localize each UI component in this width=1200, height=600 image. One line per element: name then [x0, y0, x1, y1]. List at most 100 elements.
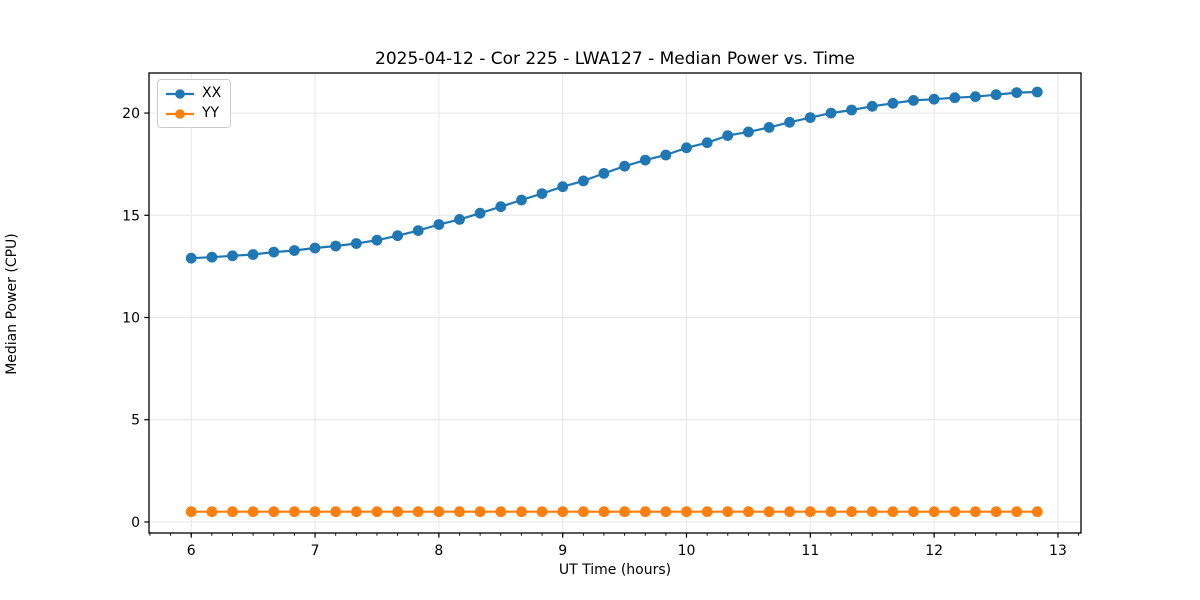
series-marker-xx	[970, 91, 981, 103]
legend-item-yy: YY	[165, 104, 221, 123]
series-marker-xx	[990, 89, 1002, 101]
legend-item-xx: XX	[165, 84, 221, 103]
series-marker-xx	[309, 242, 321, 254]
series-marker-yy	[846, 506, 857, 518]
series-marker-yy	[495, 506, 507, 518]
series-marker-xx	[289, 245, 300, 256]
y-tick-label: 20	[122, 106, 140, 122]
series-marker-yy	[330, 506, 342, 518]
series-marker-yy	[804, 506, 816, 518]
y-tick-label: 15	[122, 208, 140, 224]
series-marker-yy	[309, 506, 321, 518]
series-marker-yy	[578, 506, 589, 518]
series-marker-xx	[433, 219, 445, 230]
series-marker-xx	[763, 122, 775, 133]
x-tick-label: 12	[925, 543, 943, 559]
series-marker-yy	[949, 506, 961, 518]
legend-marker-icon	[166, 108, 194, 119]
series-marker-yy	[784, 506, 795, 518]
series-marker-xx	[536, 188, 548, 200]
series-marker-xx	[350, 238, 362, 249]
series-marker-yy	[660, 506, 672, 518]
series-marker-yy	[681, 506, 692, 518]
legend-label: YY	[202, 105, 220, 121]
series-marker-xx	[412, 225, 424, 237]
x-tick-label: 9	[558, 543, 567, 559]
x-tick-label: 7	[311, 543, 320, 559]
series-marker-yy	[227, 506, 238, 518]
series-marker-yy	[185, 506, 197, 518]
series-marker-xx	[722, 130, 734, 142]
series-marker-yy	[536, 506, 548, 518]
series-marker-xx	[371, 234, 383, 246]
series-marker-xx	[247, 249, 259, 260]
series-marker-yy	[1011, 506, 1023, 518]
series-marker-yy	[763, 506, 775, 518]
legend: XX YY	[157, 79, 232, 128]
series-marker-yy	[392, 506, 403, 518]
series-marker-xx	[598, 168, 610, 179]
series-marker-xx	[784, 116, 795, 128]
series-line-xx	[191, 90, 1038, 260]
series-marker-xx	[1031, 86, 1043, 98]
series-marker-xx	[268, 246, 280, 258]
series-marker-yy	[1031, 506, 1043, 518]
series-marker-yy	[412, 506, 424, 518]
series-marker-yy	[701, 506, 713, 518]
series-marker-xx	[743, 126, 754, 138]
y-tick-label: 5	[131, 413, 140, 429]
series-marker-yy	[516, 506, 527, 518]
series-marker-yy	[990, 506, 1002, 518]
series-marker-yy	[722, 506, 734, 518]
chart-title: 2025-04-12 - Cor 225 - LWA127 - Median P…	[375, 49, 855, 69]
series-marker-xx	[908, 95, 919, 106]
series-marker-yy	[268, 506, 280, 518]
series-marker-xx	[227, 250, 238, 262]
series-marker-xx	[660, 149, 672, 161]
series-marker-xx	[949, 92, 961, 104]
series-marker-yy	[433, 506, 445, 518]
series-marker-xx	[681, 142, 692, 154]
series-marker-xx	[1011, 87, 1023, 98]
legend-marker-icon	[166, 88, 194, 99]
x-tick-label: 8	[434, 543, 443, 559]
series-marker-yy	[371, 506, 383, 518]
y-tick-label: 10	[122, 311, 140, 327]
series-marker-yy	[289, 506, 300, 518]
series-marker-yy	[619, 506, 630, 518]
x-tick-label: 11	[801, 543, 819, 559]
series-marker-yy	[247, 506, 259, 518]
series-marker-yy	[743, 506, 754, 518]
x-tick-label: 6	[187, 543, 196, 559]
series-marker-xx	[557, 181, 569, 193]
x-tick-label: 10	[678, 543, 696, 559]
series-marker-xx	[330, 240, 342, 252]
series-marker-xx	[887, 97, 899, 109]
series-marker-xx	[185, 252, 197, 264]
series-marker-xx	[639, 154, 651, 166]
series-marker-xx	[516, 194, 527, 206]
series-marker-xx	[804, 112, 816, 123]
series-marker-yy	[639, 506, 651, 518]
series-marker-yy	[887, 506, 899, 518]
series-marker-yy	[970, 506, 981, 518]
series-marker-yy	[454, 506, 465, 518]
series-marker-yy	[928, 506, 940, 518]
plot-border	[148, 72, 1082, 534]
series-marker-yy	[908, 506, 919, 518]
series-marker-yy	[474, 506, 486, 518]
series-marker-yy	[206, 506, 218, 518]
series-marker-yy	[557, 506, 569, 518]
series-marker-yy	[350, 506, 362, 518]
legend-label: XX	[202, 85, 222, 101]
series-marker-xx	[474, 207, 486, 219]
series-marker-xx	[206, 251, 218, 263]
series-marker-yy	[598, 506, 610, 518]
series-marker-xx	[866, 100, 878, 112]
series-marker-xx	[495, 201, 507, 213]
y-tick-label: 0	[131, 515, 140, 531]
x-tick-label: 13	[1049, 543, 1067, 559]
series-marker-xx	[825, 107, 837, 119]
